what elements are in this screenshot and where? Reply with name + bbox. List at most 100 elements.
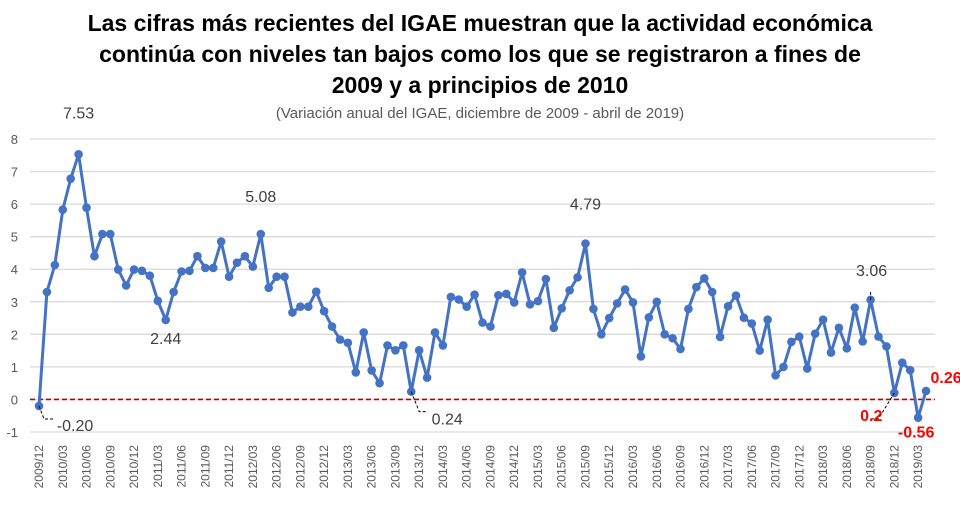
x-tick-label: 2015/09 [578,445,592,489]
data-label: -0.20 [57,418,94,435]
data-point [90,251,99,261]
x-tick-label: 2016/06 [650,445,664,489]
data-point [82,203,91,212]
data-point [359,328,369,337]
chart-title: Las cifras más recientes del IGAE muestr… [0,8,960,101]
data-point [810,329,820,338]
data-point [438,341,448,350]
data-point [193,251,202,261]
data-point [414,345,424,355]
data-point [335,335,345,344]
data-point [319,306,329,316]
data-point [454,295,464,304]
data-point [779,362,788,372]
x-tick-label: 2015/06 [555,445,569,489]
x-tick-label: 2013/03 [341,445,355,489]
x-tick-label: 2017/06 [745,445,759,489]
data-point [763,315,772,324]
data-point [58,205,68,214]
data-point [98,229,107,239]
data-point [383,341,392,350]
y-tick-label: 1 [11,360,18,375]
data-point [636,352,646,361]
data-point [866,295,875,305]
data-label: 4.79 [570,197,601,214]
data-point [818,315,828,324]
data-point [644,313,654,322]
data-point [224,272,234,282]
x-tick-label: 2015/12 [602,445,616,489]
data-point [367,366,376,375]
data-label: 7.53 [63,105,94,122]
data-point [723,302,733,311]
y-tick-label: 7 [11,165,18,180]
data-point [620,285,630,294]
data-point [628,298,638,307]
data-label: 0.24 [432,412,463,429]
data-point [121,281,131,290]
data-point [177,267,186,276]
data-label: 5.08 [245,189,276,206]
data-point [517,268,527,277]
data-point [494,290,503,300]
y-tick-label: 3 [11,295,18,310]
x-tick-label: 2017/03 [721,445,735,489]
x-tick-label: 2013/12 [412,445,426,489]
data-point [303,302,313,311]
x-tick-label: 2012/03 [246,445,260,489]
data-point [470,290,479,299]
data-point [707,287,717,297]
data-point [478,318,487,327]
title-line: continúa con niveles tan bajos como los … [99,41,861,67]
data-point [676,344,685,354]
data-point [699,274,709,283]
x-tick-label: 2017/12 [792,445,806,489]
data-point [771,371,780,380]
series-line [37,152,928,420]
data-point [581,239,590,248]
data-point [850,303,860,312]
data-label: 0.2 [860,408,882,425]
x-tick-label: 2014/06 [460,445,474,489]
data-point [391,345,400,355]
data-point [739,313,749,323]
x-tick-label: 2018/12 [887,445,901,489]
data-point [882,342,891,351]
x-tick-label: 2011/12 [222,445,236,488]
x-tick-label: 2016/03 [626,445,640,489]
data-point [375,378,384,388]
data-point [858,337,867,346]
data-point [216,237,226,246]
x-tick-label: 2011/03 [151,445,165,488]
data-point [787,337,796,347]
data-point [430,328,440,337]
x-tick-label: 2012/06 [270,445,284,489]
data-point [486,322,495,331]
data-point [161,315,171,325]
data-point [541,274,551,284]
x-tick-label: 2010/06 [80,445,94,489]
data-label: 3.06 [856,263,887,280]
x-tick-label: 2012/12 [317,445,331,489]
data-point [692,282,701,292]
data-point [137,266,147,276]
data-point [842,344,852,353]
data-point [501,289,511,299]
data-point [747,319,757,328]
x-tick-label: 2014/12 [507,445,521,489]
x-tick-label: 2016/12 [697,445,711,489]
x-tick-label: 2018/03 [816,445,830,489]
data-point [652,297,662,307]
data-point [296,302,305,311]
data-label: 0.26 [930,370,960,387]
data-point [129,265,139,274]
data-point [256,229,266,239]
x-tick-label: 2011/06 [175,445,189,488]
data-point [874,332,883,341]
data-point [597,330,606,339]
data-point [272,272,281,282]
x-tick-label: 2014/03 [436,445,450,489]
y-tick-label: 8 [11,132,18,147]
data-point [533,296,543,306]
data-point [731,291,741,300]
